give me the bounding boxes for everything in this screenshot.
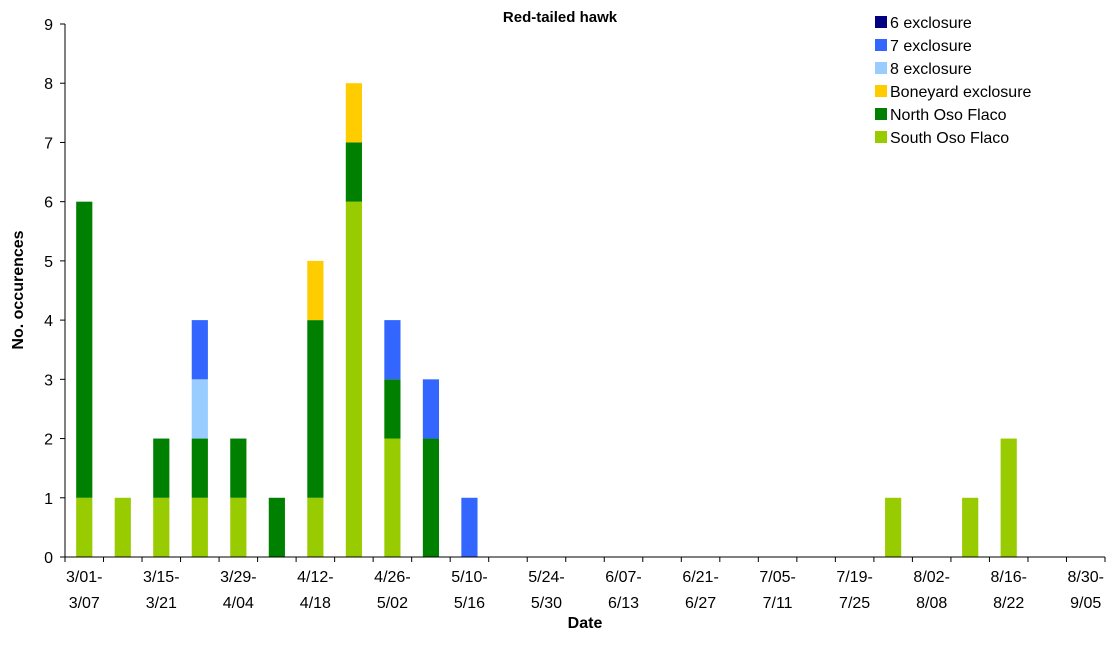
legend-swatch [875,131,887,143]
y-tick-label: 0 [44,550,53,567]
bar-segment [384,438,401,557]
legend-label: South Oso Flaco [890,130,1009,147]
bar-segment [1000,438,1017,557]
bar-segment [345,142,362,202]
y-axis-title: No. occurences [10,230,27,349]
legend-label: 6 exclosure [890,15,972,32]
x-tick-label: 6/21- [682,569,718,586]
legend: 6 exclosure 7 exclosure 8 exclosure Boneyar… [875,15,1032,147]
legend-swatch [875,39,887,51]
x-tick-label: 8/16- [990,569,1026,586]
bar-segment [384,320,401,380]
bar-segment [422,379,440,439]
legend-label: 8 exclosure [890,61,972,78]
x-tick-label: 7/11 [763,595,793,612]
bar-segment [307,320,324,498]
bar-segment [345,201,362,557]
x-tick-label: 7/25 [839,595,870,612]
x-tick-label: 5/10- [451,569,487,586]
bar-segment [230,438,247,498]
bar-segment [962,497,979,557]
x-tick-label: 6/07- [605,569,641,586]
y-tick-label: 4 [44,313,53,330]
y-tick-label: 8 [44,76,53,93]
x-tick-label: 6/27 [685,595,716,612]
bar-segment [153,438,170,498]
x-tick-label: 5/30 [531,595,562,612]
y-tick-label: 2 [44,432,53,449]
legend-label: 7 exclosure [890,38,972,55]
bar-segment [268,497,285,557]
x-tick-label: 6/13 [608,595,639,612]
x-tick-label: 5/16 [454,595,485,612]
x-tick-label: 8/22 [993,595,1024,612]
x-tick-label: 5/24- [528,569,564,586]
x-tick-label: 3/21 [146,595,177,612]
bar-segment [114,497,131,557]
x-tick-label: 4/04 [223,595,254,612]
x-tick-label: 7/19- [836,569,872,586]
x-tick-label: 3/15- [143,569,179,586]
legend-label: North Oso Flaco [890,107,1007,124]
legend-swatch [875,62,887,74]
x-tick-label: 4/12- [297,569,333,586]
legend-swatch [875,16,887,28]
x-tick-label: 9/05 [1070,595,1101,612]
x-tick-label: 8/02- [913,569,949,586]
bars-layer [76,83,1017,557]
y-tick-label: 9 [44,17,53,34]
bar-segment [191,320,208,380]
y-tick-label: 6 [44,195,53,212]
x-tick-label: 5/02 [377,595,408,612]
x-axis-title: Date [568,615,603,632]
y-tick-label: 7 [44,135,53,152]
bar-segment [76,497,93,557]
bar-segment [76,201,93,498]
x-tick-label: 3/29- [220,569,256,586]
bar-segment [191,497,208,557]
bar-segment [461,497,478,557]
legend-swatch [875,85,887,97]
y-tick-label: 1 [44,491,53,508]
bar-segment [230,497,247,557]
legend-label: Boneyard exclosure [890,84,1032,101]
x-tick-label: 7/05- [759,569,795,586]
x-tick-label: 3/07 [69,595,100,612]
x-tick-label: 8/08 [916,595,947,612]
x-tick-label: 8/30- [1068,569,1104,586]
x-axis-ticks: 3/01- 3/07 3/15- 3/21 3/29- 4/04 4/12- 4/18 4/26… [64,557,1106,612]
bar-segment [384,379,401,439]
bar-segment [422,438,440,557]
x-tick-label: 3/01- [66,569,102,586]
bar-segment [345,83,362,143]
y-tick-label: 3 [44,372,53,389]
bar-segment [191,438,208,498]
bar-segment [307,260,324,321]
x-tick-label: 4/26- [374,569,410,586]
legend-swatch [875,108,887,120]
chart-title: Red-tailed hawk [503,9,618,26]
y-axis-ticks: 0 1 2 3 4 5 6 7 8 9 [44,17,65,567]
bar-segment [191,379,208,439]
bar-segment [153,497,170,557]
x-tick-label: 4/18 [300,595,331,612]
bar-segment [885,497,902,557]
y-tick-label: 5 [44,254,53,271]
bar-segment [307,497,324,557]
